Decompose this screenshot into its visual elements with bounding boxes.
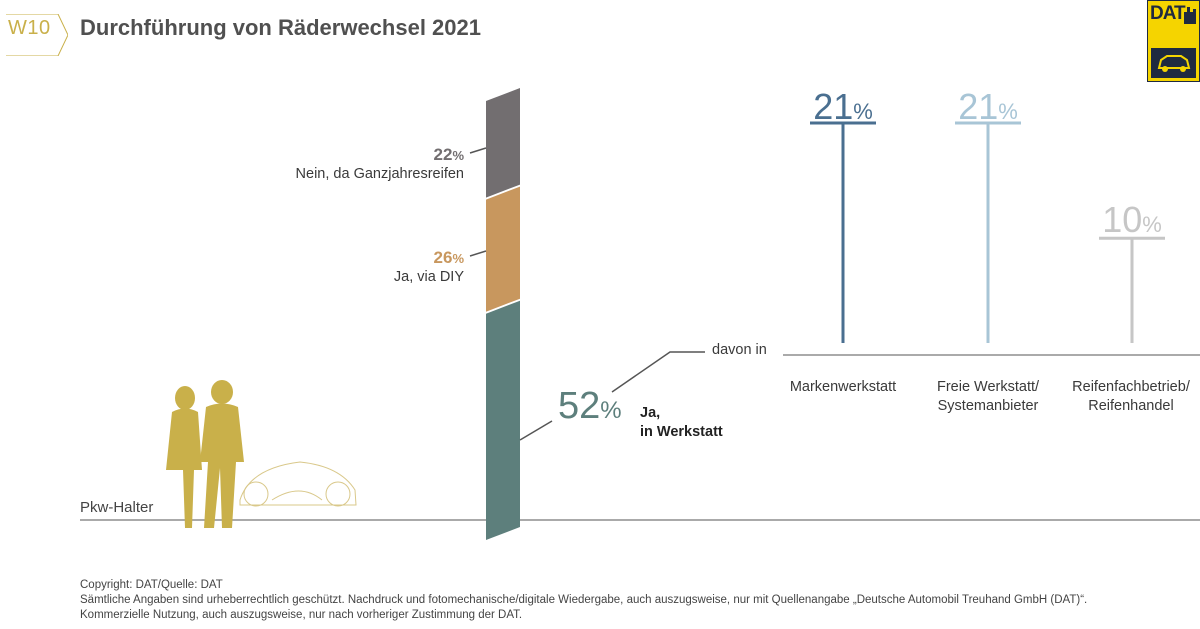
werkstatt-label-1: Ja, (640, 405, 660, 421)
werkstatt-value: 52% (558, 385, 622, 427)
dat-logo: DAT (1147, 0, 1200, 82)
leader-nein (469, 147, 487, 154)
page-title: Durchführung von Räderwechsel 2021 (80, 15, 481, 40)
category-label-freie-1: Freie Werkstatt/ (937, 379, 1040, 395)
pkw-halter-label: Pkw-Halter (80, 499, 153, 516)
car-icon (1151, 48, 1196, 78)
value-label-freie: 21% (958, 86, 1018, 127)
stack-segment-1 (486, 88, 520, 198)
stacked-bar (486, 88, 520, 540)
stack-segment-3 (486, 300, 520, 540)
category-label-marken: Markenwerkstatt (790, 379, 896, 395)
diy-value: 26% (434, 248, 465, 267)
value-label-reifen: 10% (1102, 199, 1162, 240)
sub-breakdown (783, 121, 1200, 356)
nein-label: Nein, da Ganzjahresreifen (296, 166, 464, 182)
hand-icon (1184, 7, 1196, 24)
category-label-reifen-2: Reifenhandel (1088, 398, 1173, 414)
leader-davon (611, 351, 705, 393)
car-outline-illustration (239, 461, 357, 507)
stack-segment-2 (486, 186, 520, 312)
footer-usage: Kommerzielle Nutzung, auch auszugsweise,… (80, 609, 523, 621)
werkstatt-label-2: in Werkstatt (640, 424, 723, 440)
value-label-marken: 21% (813, 86, 873, 127)
footer-rights: Sämtliche Angaben sind urheberrechtlich … (80, 594, 1088, 606)
footer: Copyright: DAT/Quelle: DAT Sämtliche Ang… (80, 578, 1087, 623)
nein-value: 22% (434, 145, 465, 164)
category-label-freie-2: Systemanbieter (938, 398, 1039, 414)
diy-label: Ja, via DIY (394, 269, 464, 285)
leader-diy (469, 250, 487, 257)
people-illustration (166, 380, 244, 528)
logo-text: DAT (1150, 3, 1186, 24)
chapter-tag: W10 (8, 17, 51, 39)
category-label-reifen-1: Reifenfachbetrieb/ (1072, 379, 1191, 395)
leader-lines (469, 147, 705, 441)
leader-werkstatt (519, 420, 553, 441)
davon-in-label: davon in (712, 342, 767, 358)
footer-copyright: Copyright: DAT/Quelle: DAT (80, 579, 223, 591)
